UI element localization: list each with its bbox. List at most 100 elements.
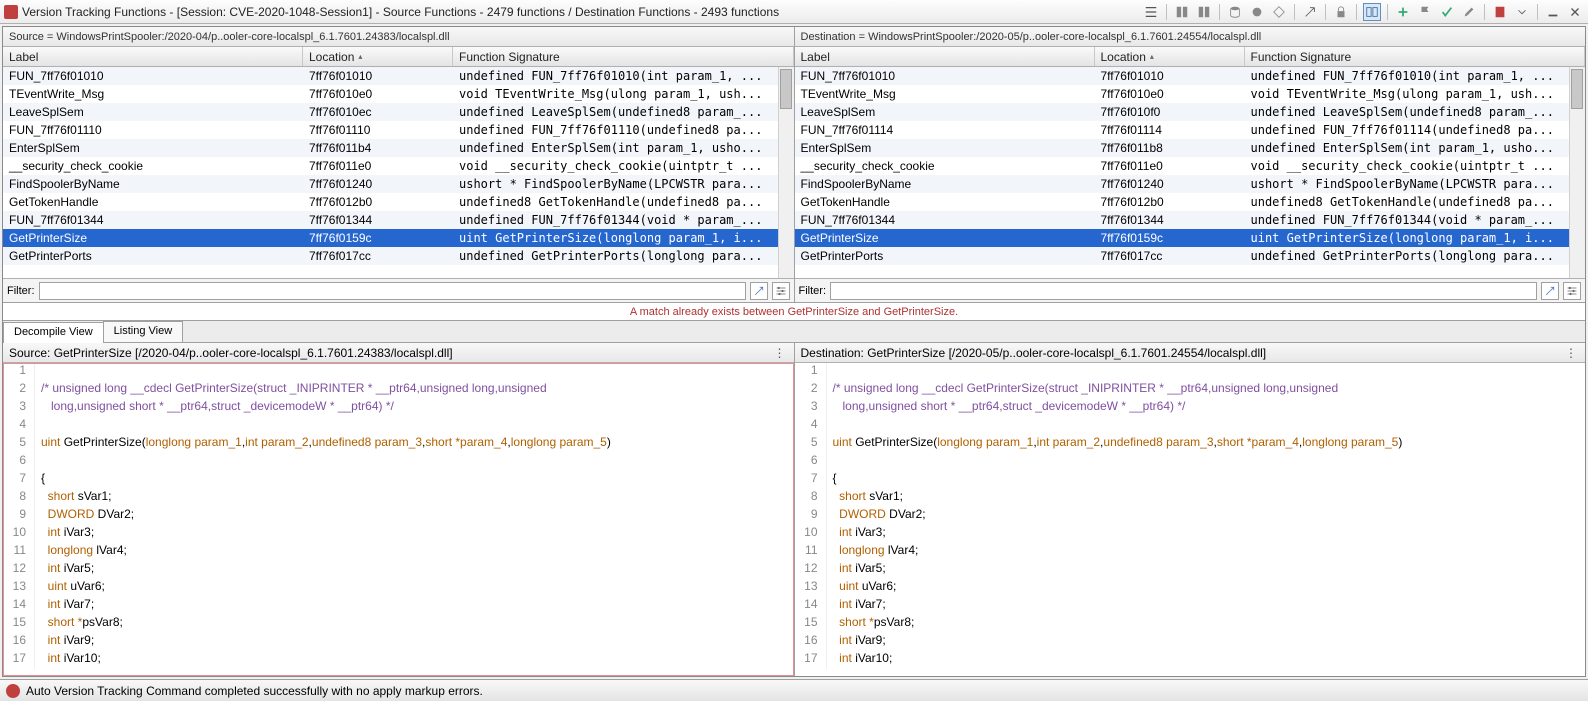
filter-apply-icon[interactable] bbox=[750, 282, 768, 300]
chevron-down-icon[interactable] bbox=[1513, 3, 1531, 21]
table-row[interactable]: __security_check_cookie7ff76f011e0void _… bbox=[3, 157, 794, 175]
cell-label: FindSpoolerByName bbox=[795, 177, 1095, 191]
table-row[interactable]: GetPrinterPorts7ff76f017ccundefined GetP… bbox=[3, 247, 794, 265]
status-bar: Auto Version Tracking Command completed … bbox=[0, 679, 1588, 701]
table-row[interactable]: GetTokenHandle7ff76f012b0undefined8 GetT… bbox=[3, 193, 794, 211]
cell-signature: uint GetPrinterSize(longlong param_1, i.… bbox=[453, 231, 794, 245]
dest-table-body[interactable]: FUN_7ff76f010107ff76f01010undefined FUN_… bbox=[795, 67, 1586, 278]
col-signature[interactable]: Function Signature bbox=[453, 47, 794, 66]
table-row[interactable]: GetPrinterSize7ff76f0159cuint GetPrinter… bbox=[795, 229, 1586, 247]
cell-location: 7ff76f01240 bbox=[1095, 177, 1245, 191]
cell-signature: undefined LeaveSplSem(undefined8 param_.… bbox=[1245, 105, 1586, 119]
list-icon[interactable] bbox=[1142, 3, 1160, 21]
scrollbar[interactable] bbox=[1569, 67, 1585, 278]
table-row[interactable]: TEventWrite_Msg7ff76f010e0void TEventWri… bbox=[3, 85, 794, 103]
cell-label: LeaveSplSem bbox=[795, 105, 1095, 119]
cell-label: GetPrinterPorts bbox=[795, 249, 1095, 263]
cell-label: LeaveSplSem bbox=[3, 105, 303, 119]
source-table-body[interactable]: FUN_7ff76f010107ff76f01010undefined FUN_… bbox=[3, 67, 794, 278]
col-signature[interactable]: Function Signature bbox=[1245, 47, 1586, 66]
cell-label: TEventWrite_Msg bbox=[3, 87, 303, 101]
code-line: 10 int iVar3; bbox=[3, 525, 794, 543]
table-row[interactable]: TEventWrite_Msg7ff76f010e0void TEventWri… bbox=[795, 85, 1586, 103]
filter-label: Filter: bbox=[799, 285, 827, 297]
col-label[interactable]: Label bbox=[3, 47, 303, 66]
table-row[interactable]: EnterSplSem7ff76f011b4undefined EnterSpl… bbox=[3, 139, 794, 157]
book2-icon[interactable] bbox=[1195, 3, 1213, 21]
check-icon[interactable] bbox=[1438, 3, 1456, 21]
filter-apply-icon[interactable] bbox=[1541, 282, 1559, 300]
table-row[interactable]: EnterSplSem7ff76f011b8undefined EnterSpl… bbox=[795, 139, 1586, 157]
dest-code-body[interactable]: 12/* unsigned long __cdecl GetPrinterSiz… bbox=[795, 363, 1586, 676]
cell-signature: uint GetPrinterSize(longlong param_1, i.… bbox=[1245, 231, 1586, 245]
cell-label: EnterSplSem bbox=[3, 141, 303, 155]
cell-location: 7ff76f011b4 bbox=[303, 141, 453, 155]
minimize-icon[interactable] bbox=[1544, 3, 1562, 21]
source-code-body[interactable]: 12/* unsigned long __cdecl GetPrinterSiz… bbox=[3, 363, 794, 676]
source-filter-input[interactable] bbox=[39, 282, 746, 300]
table-row[interactable]: FUN_7ff76f011107ff76f01110undefined FUN_… bbox=[3, 121, 794, 139]
pdf-icon[interactable] bbox=[1491, 3, 1509, 21]
col-location[interactable]: Location▴ bbox=[303, 47, 453, 66]
table-row[interactable]: GetPrinterSize7ff76f0159cuint GetPrinter… bbox=[3, 229, 794, 247]
dest-filter-input[interactable] bbox=[830, 282, 1537, 300]
table-row[interactable]: FUN_7ff76f013447ff76f01344undefined FUN_… bbox=[795, 211, 1586, 229]
code-line: 3 long,unsigned short * __ptr64,struct _… bbox=[3, 399, 794, 417]
cell-location: 7ff76f017cc bbox=[303, 249, 453, 263]
table-row[interactable]: GetTokenHandle7ff76f012b0undefined8 GetT… bbox=[795, 193, 1586, 211]
table-row[interactable]: __security_check_cookie7ff76f011e0void _… bbox=[795, 157, 1586, 175]
close-icon[interactable] bbox=[1566, 3, 1584, 21]
flag-icon[interactable] bbox=[1416, 3, 1434, 21]
col-label[interactable]: Label bbox=[795, 47, 1095, 66]
options-icon[interactable]: ⋮ bbox=[774, 346, 788, 360]
cell-location: 7ff76f010e0 bbox=[303, 87, 453, 101]
cell-label: GetTokenHandle bbox=[3, 195, 303, 209]
plus-icon[interactable] bbox=[1394, 3, 1412, 21]
table-row[interactable]: FUN_7ff76f013447ff76f01344undefined FUN_… bbox=[3, 211, 794, 229]
app-icon bbox=[4, 5, 18, 19]
filter-settings-icon[interactable] bbox=[1563, 282, 1581, 300]
table-row[interactable]: GetPrinterPorts7ff76f017ccundefined GetP… bbox=[795, 247, 1586, 265]
cell-label: __security_check_cookie bbox=[3, 159, 303, 173]
table-row[interactable]: FUN_7ff76f011147ff76f01114undefined FUN_… bbox=[795, 121, 1586, 139]
cell-location: 7ff76f011b8 bbox=[1095, 141, 1245, 155]
dest-header: Destination = WindowsPrintSpooler:/2020-… bbox=[795, 27, 1586, 47]
cell-location: 7ff76f01010 bbox=[1095, 69, 1245, 83]
cell-signature: void TEventWrite_Msg(ulong param_1, ush.… bbox=[1245, 87, 1586, 101]
pencil-icon[interactable] bbox=[1460, 3, 1478, 21]
cell-label: GetTokenHandle bbox=[795, 195, 1095, 209]
diamond-icon[interactable] bbox=[1270, 3, 1288, 21]
cell-signature: undefined FUN_7ff76f01010(int param_1, .… bbox=[453, 69, 794, 83]
options-icon[interactable]: ⋮ bbox=[1565, 346, 1579, 360]
book1-icon[interactable] bbox=[1173, 3, 1191, 21]
code-line: 17 int iVar10; bbox=[3, 651, 794, 669]
view-tabs: Decompile View Listing View bbox=[3, 321, 1585, 343]
code-line: 16 int iVar9; bbox=[3, 633, 794, 651]
table-row[interactable]: FindSpoolerByName7ff76f01240ushort * Fin… bbox=[795, 175, 1586, 193]
table-row[interactable]: FUN_7ff76f010107ff76f01010undefined FUN_… bbox=[795, 67, 1586, 85]
col-location[interactable]: Location▴ bbox=[1095, 47, 1245, 66]
cell-location: 7ff76f01110 bbox=[303, 123, 453, 137]
db-icon[interactable] bbox=[1226, 3, 1244, 21]
cell-signature: void __security_check_cookie(uintptr_t .… bbox=[453, 159, 794, 173]
table-row[interactable]: FUN_7ff76f010107ff76f01010undefined FUN_… bbox=[3, 67, 794, 85]
table-row[interactable]: FindSpoolerByName7ff76f01240ushort * Fin… bbox=[3, 175, 794, 193]
tab-decompile[interactable]: Decompile View bbox=[3, 322, 104, 343]
cell-label: FUN_7ff76f01114 bbox=[795, 123, 1095, 137]
code-line: 8 short sVar1; bbox=[795, 489, 1586, 507]
compare-icon[interactable] bbox=[1363, 3, 1381, 21]
code-line: 8 short sVar1; bbox=[3, 489, 794, 507]
cell-signature: undefined EnterSplSem(int param_1, usho.… bbox=[453, 141, 794, 155]
table-row[interactable]: LeaveSplSem7ff76f010ecundefined LeaveSpl… bbox=[3, 103, 794, 121]
table-row[interactable]: LeaveSplSem7ff76f010f0undefined LeaveSpl… bbox=[795, 103, 1586, 121]
filter-settings-icon[interactable] bbox=[772, 282, 790, 300]
lock-icon[interactable] bbox=[1332, 3, 1350, 21]
tab-listing[interactable]: Listing View bbox=[103, 321, 184, 342]
arrow-icon[interactable] bbox=[1301, 3, 1319, 21]
cell-label: EnterSplSem bbox=[795, 141, 1095, 155]
code-line: 4 bbox=[795, 417, 1586, 435]
code-line: 3 long,unsigned short * __ptr64,struct _… bbox=[795, 399, 1586, 417]
scrollbar[interactable] bbox=[778, 67, 794, 278]
circle-icon[interactable] bbox=[1248, 3, 1266, 21]
dest-code-title: Destination: GetPrinterSize [/2020-05/p.… bbox=[801, 346, 1267, 360]
